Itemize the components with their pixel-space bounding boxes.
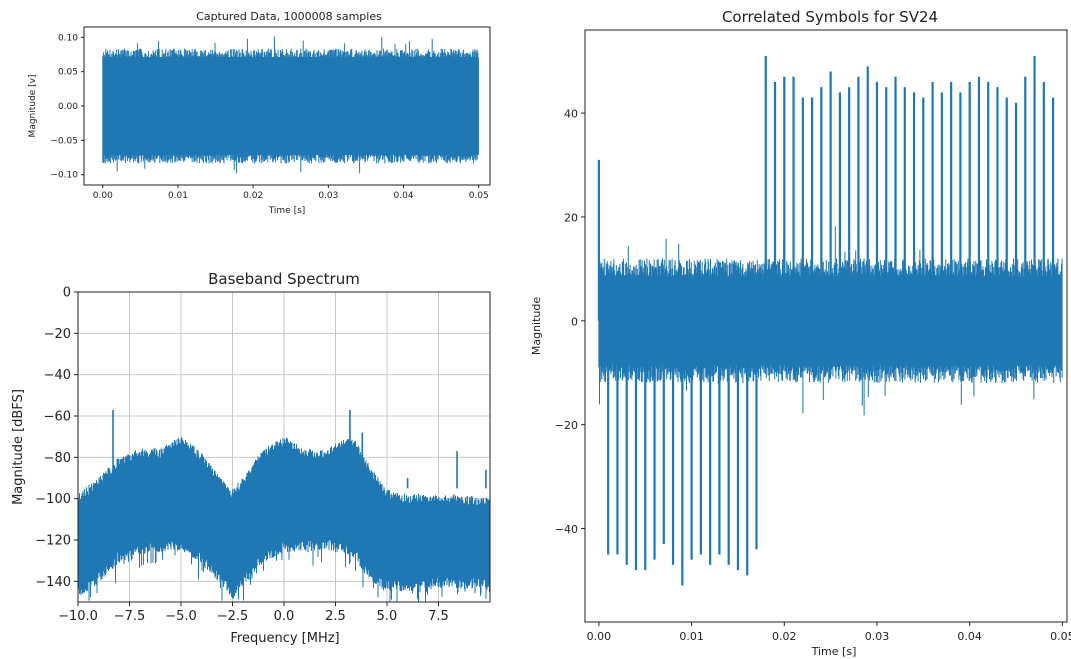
captured-x-tick-label: 0.03 <box>318 191 338 201</box>
captured-ylabel: Magnitude [v] <box>28 75 38 138</box>
captured-x-tick-label: 0.04 <box>394 191 414 201</box>
captured-x-tick-label: 0.02 <box>243 191 263 201</box>
spectrum-x-tick-label: 2.5 <box>325 609 346 624</box>
spectrum-y-tick-label: −120 <box>35 534 71 549</box>
spectrum-y-ticks: 0 −20 −40 −60 −80 −100 −120 −140 <box>35 286 78 590</box>
spectrum-x-tick-label: −5.0 <box>165 609 197 624</box>
correlated-xlabel: Time [s] <box>811 645 857 658</box>
captured-y-tick-label: −0.05 <box>50 136 78 146</box>
spectrum-x-tick-label: −10.0 <box>58 609 98 624</box>
correlated-symbols-plot: Correlated Symbols for SV24 0.00 0.01 0.02… <box>530 8 1071 658</box>
spectrum-x-ticks: −10.0 −7.5 −5.0 −2.5 0.0 2.5 5.0 7.5 <box>58 602 449 624</box>
correlated-x-tick-label: 0.04 <box>957 630 982 643</box>
spectrum-x-tick-label: 0.0 <box>274 609 295 624</box>
spectrum-x-tick-label: −2.5 <box>217 609 249 624</box>
correlated-x-ticks: 0.00 0.01 0.02 0.03 0.04 0.05 <box>587 622 1071 643</box>
correlated-y-tick-label: 20 <box>564 211 578 224</box>
spectrum-y-tick-label: −80 <box>44 451 71 466</box>
correlated-signal-trace <box>597 55 1063 586</box>
correlated-x-tick-label: 0.03 <box>865 630 890 643</box>
spectrum-y-tick-label: −100 <box>35 492 71 507</box>
correlated-x-tick-label: 0.05 <box>1050 630 1071 643</box>
correlated-axes-frame <box>584 29 1068 623</box>
captured-signal-noise <box>102 36 479 174</box>
correlated-y-tick-label: −20 <box>555 419 578 432</box>
captured-x-tick-label: 0.01 <box>168 191 188 201</box>
captured-y-tick-label: 0.05 <box>58 68 78 78</box>
baseband-spectrum-plot: Baseband Spectrum −10.0 −7.5 −5.0 −2.5 0.0 2.… <box>11 270 491 646</box>
spectrum-title: Baseband Spectrum <box>208 270 360 288</box>
correlated-x-tick-label: 0.00 <box>587 630 612 643</box>
correlated-x-tick-label: 0.01 <box>679 630 704 643</box>
spectrum-y-tick-label: 0 <box>63 286 71 301</box>
captured-data-plot: Captured Data, 1000008 samples 0.00 0.01 0… <box>28 10 491 216</box>
spectrum-x-tick-label: −7.5 <box>114 609 146 624</box>
spectrum-xlabel: Frequency [MHz] <box>230 631 339 646</box>
correlated-y-tick-label: 40 <box>564 108 578 121</box>
captured-x-tick-label: 0.05 <box>469 191 489 201</box>
correlated-title: Correlated Symbols for SV24 <box>722 8 938 26</box>
captured-title: Captured Data, 1000008 samples <box>196 10 382 23</box>
correlated-y-ticks: 40 20 0 −20 −40 <box>555 108 585 536</box>
spectrum-signal-trace <box>77 409 491 602</box>
captured-y-tick-label: −0.10 <box>50 171 78 181</box>
spectrum-x-tick-label: 5.0 <box>377 609 398 624</box>
spectrum-y-tick-label: −40 <box>44 368 71 383</box>
spectrum-y-tick-label: −140 <box>35 575 71 590</box>
correlated-ylabel: Magnitude <box>530 297 543 356</box>
captured-xlabel: Time [s] <box>268 206 306 216</box>
captured-x-ticks: 0.00 0.01 0.02 0.03 0.04 0.05 <box>93 185 489 201</box>
captured-signal-trace <box>102 36 479 174</box>
spectrum-x-tick-label: 7.5 <box>428 609 449 624</box>
spectrum-ylabel: Magnitude [dBFS] <box>11 389 26 505</box>
spectrum-y-tick-label: −60 <box>44 410 71 425</box>
spectrum-y-tick-label: −20 <box>44 327 71 342</box>
captured-y-tick-label: 0.10 <box>58 33 78 43</box>
captured-y-ticks: 0.10 0.05 0.00 −0.05 −0.10 <box>50 33 84 181</box>
correlated-y-tick-label: 0 <box>571 315 578 328</box>
correlated-y-tick-label: −40 <box>555 523 578 536</box>
captured-x-tick-label: 0.00 <box>93 191 113 201</box>
correlated-x-tick-label: 0.02 <box>772 630 797 643</box>
captured-y-tick-label: 0.00 <box>58 102 78 112</box>
